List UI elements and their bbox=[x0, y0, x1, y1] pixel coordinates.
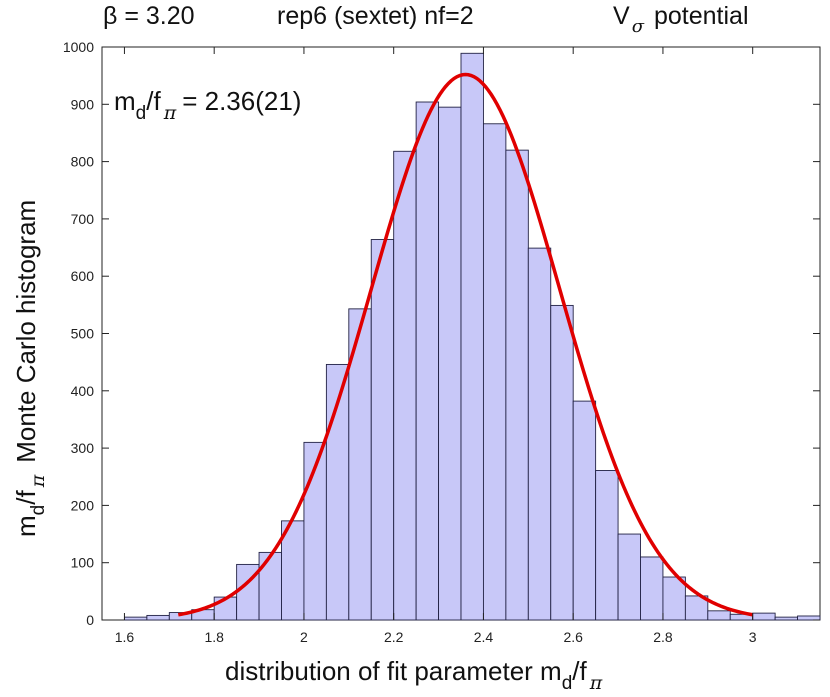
y-tick-label: 800 bbox=[71, 154, 95, 170]
annot-value: = 2.36(21) bbox=[182, 86, 301, 116]
histogram-bar bbox=[527, 247, 552, 621]
axis-ticks: 1.6 1.8 2 2.2 2.4 2.6 2.8 3 0 100 200 300 400 500 600 7… bbox=[63, 39, 820, 645]
y-tick-label: 600 bbox=[71, 268, 95, 284]
histogram-bar bbox=[707, 610, 731, 621]
histogram-bar bbox=[774, 616, 799, 621]
y-axis-label: md/f π Monte Carlo histogram bbox=[11, 200, 49, 537]
x-tick-label: 2.2 bbox=[384, 629, 404, 645]
ylabel-mid: /f bbox=[11, 490, 41, 505]
histogram-bar bbox=[797, 615, 821, 621]
x-axis-label: distribution of fit parameter md/f π bbox=[225, 656, 603, 694]
xlabel-sub-pi: π bbox=[589, 672, 603, 694]
histogram-bar bbox=[438, 106, 462, 621]
annot-sub-d: d bbox=[136, 103, 147, 124]
histogram-bar bbox=[146, 614, 170, 621]
y-tick-label: 500 bbox=[71, 326, 95, 342]
histogram-bar bbox=[258, 551, 282, 621]
xlabel-mid: /f bbox=[572, 656, 587, 686]
ylabel-text: Monte Carlo histogram bbox=[11, 200, 41, 463]
annot-mid: /f bbox=[146, 86, 161, 116]
x-tick-label: 2.4 bbox=[474, 629, 494, 645]
y-tick-label: 0 bbox=[86, 612, 94, 628]
y-tick-label: 400 bbox=[71, 383, 95, 399]
ylabel-m: m bbox=[11, 515, 41, 537]
ylabel-sub-d: d bbox=[28, 505, 49, 516]
x-tick-label: 1.6 bbox=[115, 629, 135, 645]
fit-result-annotation: md/f π = 2.36(21) bbox=[114, 86, 301, 124]
histogram-bar bbox=[617, 533, 641, 621]
y-tick-label: 700 bbox=[71, 211, 95, 227]
histogram-bar bbox=[123, 616, 148, 621]
histogram-bar bbox=[393, 150, 417, 621]
histogram-bar bbox=[662, 576, 686, 621]
histogram-bar bbox=[550, 304, 574, 621]
xlabel-text: distribution of fit parameter m bbox=[225, 656, 562, 686]
beta-label: β = 3.20 bbox=[103, 2, 195, 30]
annot-m: m bbox=[114, 86, 136, 116]
ylabel-sub-pi: π bbox=[27, 474, 49, 488]
x-tick-label: 2.6 bbox=[563, 629, 583, 645]
y-tick-label: 1000 bbox=[63, 39, 94, 55]
histogram-bar bbox=[460, 52, 484, 621]
x-tick-label: 2 bbox=[300, 629, 308, 645]
histogram-bar bbox=[752, 612, 776, 621]
potential-subscript: σ bbox=[632, 16, 645, 37]
y-tick-label: 300 bbox=[71, 440, 95, 456]
x-tick-label: 1.8 bbox=[204, 629, 224, 645]
y-tick-label: 100 bbox=[71, 555, 95, 571]
histogram-bar bbox=[415, 101, 440, 621]
histogram-bar bbox=[505, 149, 529, 621]
histogram-bar bbox=[482, 123, 507, 621]
gaussian-fit-curve bbox=[177, 72, 753, 617]
x-tick-label: 3 bbox=[749, 629, 757, 645]
potential-suffix: potential bbox=[654, 2, 749, 30]
histogram-bar bbox=[370, 239, 395, 621]
x-tick-label: 2.8 bbox=[653, 629, 673, 645]
y-tick-label: 200 bbox=[71, 497, 95, 513]
annot-sub-pi: π bbox=[163, 102, 177, 124]
histogram-bar bbox=[595, 470, 619, 621]
histogram-bar bbox=[640, 556, 664, 621]
xlabel-sub-d: d bbox=[562, 673, 573, 694]
histogram-bar bbox=[684, 595, 709, 621]
histogram-bars bbox=[123, 52, 821, 621]
potential-symbol: V bbox=[613, 2, 630, 30]
y-tick-label: 900 bbox=[71, 96, 95, 112]
rep-label: rep6 (sextet) nf=2 bbox=[277, 2, 474, 30]
histogram-bar bbox=[572, 400, 597, 621]
